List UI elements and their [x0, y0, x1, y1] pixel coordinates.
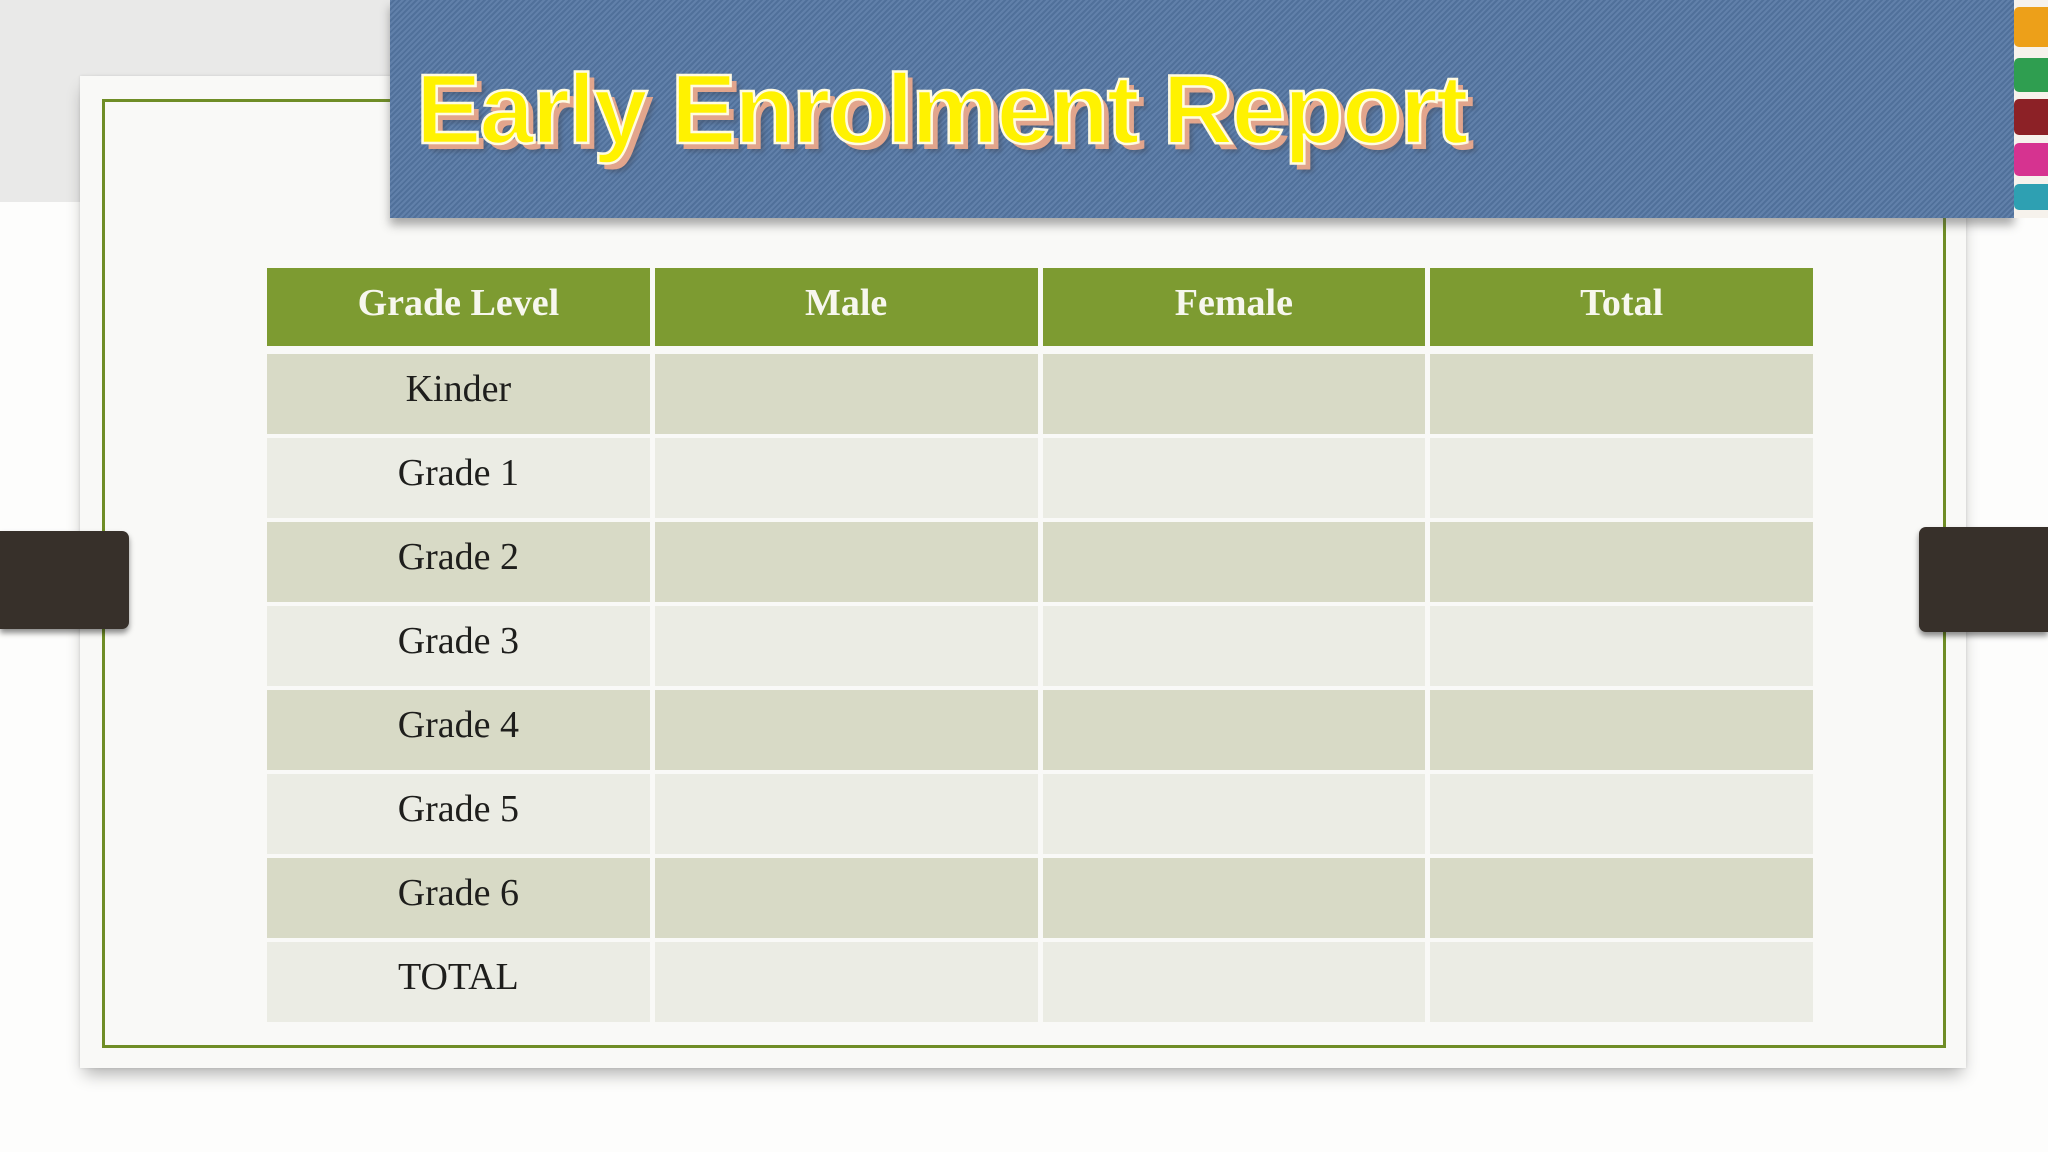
- table-row: Kinder: [267, 354, 1813, 434]
- enrolment-table: Grade Level Male Female Total Kinder Gra…: [267, 268, 1813, 1022]
- cell-total: [1430, 690, 1813, 770]
- cell-female: [1042, 522, 1426, 602]
- pencil-teal: [2014, 184, 2048, 210]
- header-female: Female: [1042, 268, 1426, 346]
- title-banner: Early Enrolment Report: [390, 0, 2014, 218]
- row-label: Grade 3: [267, 606, 650, 686]
- cell-male: [654, 438, 1038, 518]
- cell-male: [654, 690, 1038, 770]
- pencil-red: [2014, 99, 2048, 135]
- cell-total: [1430, 606, 1813, 686]
- row-label: TOTAL: [267, 942, 650, 1022]
- cell-male: [654, 354, 1038, 434]
- row-label: Grade 5: [267, 774, 650, 854]
- header-total: Total: [1430, 268, 1813, 346]
- cell-male: [654, 942, 1038, 1022]
- cell-total: [1430, 354, 1813, 434]
- cell-female: [1042, 354, 1426, 434]
- pencil-green: [2014, 58, 2048, 92]
- pencil-magenta: [2014, 143, 2048, 176]
- colored-pencils-icon: [2014, 0, 2048, 218]
- cell-female: [1042, 438, 1426, 518]
- cell-total: [1430, 942, 1813, 1022]
- pencil-orange: [2014, 7, 2048, 47]
- cell-total: [1430, 774, 1813, 854]
- row-label: Grade 2: [267, 522, 650, 602]
- cell-male: [654, 774, 1038, 854]
- slide-title: Early Enrolment Report: [415, 52, 1470, 165]
- table-row: Grade 2: [267, 522, 1813, 602]
- right-edge-bar: [1919, 527, 2048, 632]
- cell-male: [654, 606, 1038, 686]
- row-label: Kinder: [267, 354, 650, 434]
- table-row: Grade 6: [267, 858, 1813, 938]
- table-row: Grade 1: [267, 438, 1813, 518]
- row-label: Grade 6: [267, 858, 650, 938]
- row-label: Grade 1: [267, 438, 650, 518]
- cell-male: [654, 858, 1038, 938]
- row-label: Grade 4: [267, 690, 650, 770]
- cell-total: [1430, 858, 1813, 938]
- header-grade-level: Grade Level: [267, 268, 650, 346]
- table-header-row: Grade Level Male Female Total: [267, 268, 1813, 346]
- cell-total: [1430, 438, 1813, 518]
- table-row: Grade 4: [267, 690, 1813, 770]
- cell-female: [1042, 606, 1426, 686]
- cell-male: [654, 522, 1038, 602]
- table-row: Grade 5: [267, 774, 1813, 854]
- table-row: Grade 3: [267, 606, 1813, 686]
- cell-female: [1042, 690, 1426, 770]
- header-male: Male: [654, 268, 1038, 346]
- table-row-total: TOTAL: [267, 942, 1813, 1022]
- left-edge-bar: [0, 531, 129, 629]
- cell-female: [1042, 942, 1426, 1022]
- cell-female: [1042, 858, 1426, 938]
- cell-total: [1430, 522, 1813, 602]
- cell-female: [1042, 774, 1426, 854]
